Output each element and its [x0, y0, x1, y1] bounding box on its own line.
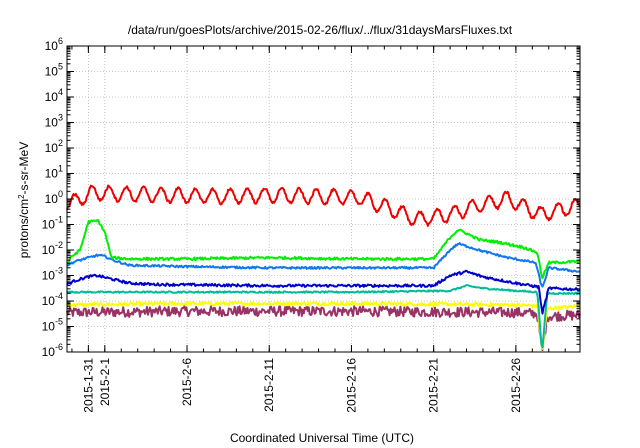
- x-tick-label: 2015-2-6: [180, 358, 194, 406]
- x-tick-label: 2015-2-11: [262, 358, 276, 412]
- series-line: [66, 284, 581, 349]
- y-axis-label-rest: -s-sr-MeV: [17, 142, 31, 195]
- y-tick-label: 106: [45, 36, 63, 53]
- y-tick-label: 102: [45, 138, 63, 155]
- y-tick-label: 103: [45, 113, 63, 130]
- y-tick-label: 10-2: [42, 240, 63, 257]
- series-layer: [66, 184, 581, 352]
- series-line: [66, 305, 581, 352]
- series-line: [66, 219, 581, 280]
- y-tick-label: 101: [45, 164, 63, 181]
- y-axis-label: protons/cm2-s-sr-MeV: [17, 142, 32, 258]
- x-tick-label: 2015-2-1: [98, 358, 112, 406]
- y-tick-label: 10-1: [42, 215, 63, 232]
- y-tick-label: 10-5: [42, 317, 63, 334]
- x-tick-label: 2015-2-16: [344, 358, 358, 413]
- series-line: [66, 269, 581, 315]
- series-line: [66, 242, 581, 288]
- x-tick-label: 2015-2-21: [427, 358, 441, 413]
- x-tick-label: 2015-1-31: [81, 358, 95, 413]
- y-tick-label: 100: [45, 189, 63, 206]
- y-tick-label: 105: [45, 62, 63, 79]
- y-tick-label: 10-4: [42, 291, 63, 308]
- y-tick-label: 104: [45, 87, 63, 104]
- y-tick-label: 10-3: [42, 266, 63, 283]
- chart-title: /data/run/goesPlots/archive/2015-02-26/f…: [128, 23, 513, 37]
- series-line: [66, 300, 580, 350]
- grid: [67, 46, 580, 352]
- x-axis-label: Coordinated Universal Time (UTC): [230, 431, 414, 445]
- series-line: [66, 184, 581, 227]
- y-axis-label-base: protons/cm: [17, 199, 31, 258]
- axes: 10-6 10-5 10-4 10-3 10-2 10-1 100 101 102 103 104 1…: [42, 36, 580, 413]
- x-tick-label: 2015-2-26: [509, 358, 523, 413]
- y-tick-label: 10-6: [42, 342, 63, 359]
- y-axis-label-sup: 2: [17, 194, 26, 199]
